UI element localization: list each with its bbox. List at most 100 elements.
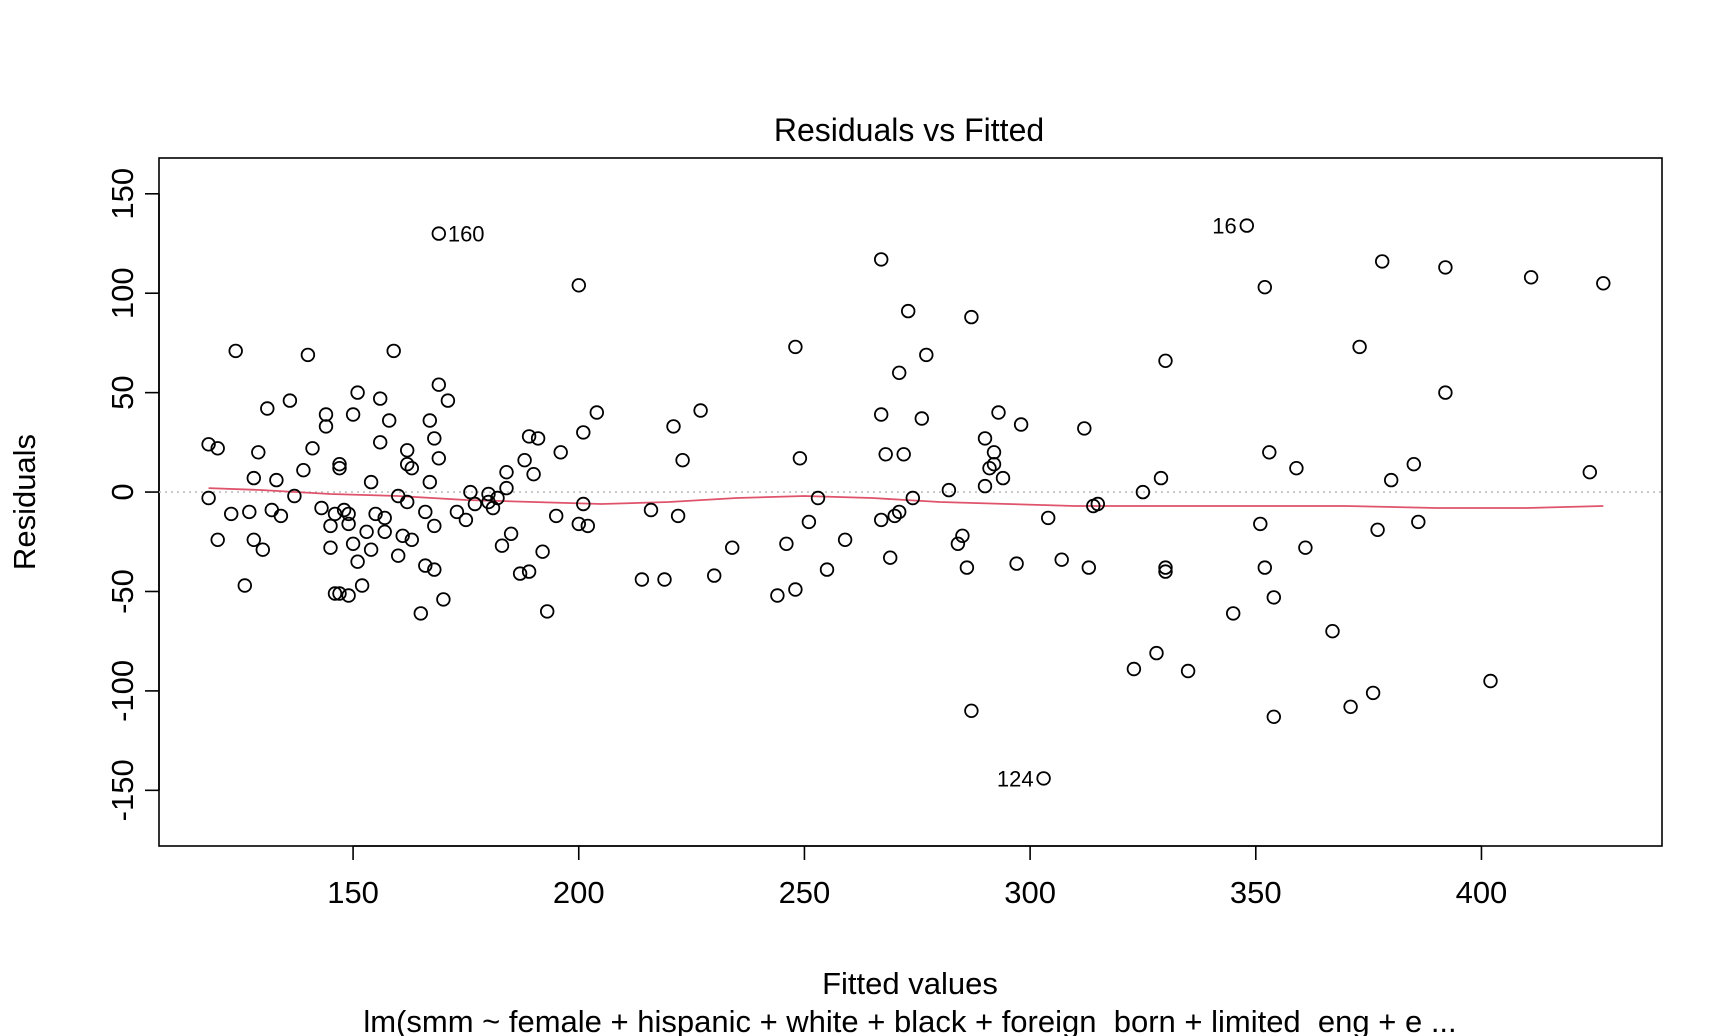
data-point xyxy=(273,508,289,524)
data-point xyxy=(400,457,415,472)
data-point xyxy=(1438,385,1453,400)
data-point xyxy=(1149,645,1164,661)
data-point xyxy=(1054,552,1069,567)
data-point xyxy=(255,542,271,557)
data-point xyxy=(300,347,316,363)
data-point xyxy=(332,586,347,601)
data-point xyxy=(1090,496,1106,512)
data-point xyxy=(874,407,889,422)
data-point xyxy=(318,407,334,422)
data-point xyxy=(242,504,257,520)
data-point xyxy=(670,508,686,524)
data-point xyxy=(1135,484,1151,500)
data-point xyxy=(1411,514,1426,530)
data-point xyxy=(431,451,447,466)
data-point xyxy=(1153,470,1169,486)
data-point xyxy=(1582,465,1598,480)
data-point xyxy=(1365,685,1381,701)
data-point xyxy=(314,500,329,516)
data-point xyxy=(887,508,902,524)
outlier-point xyxy=(431,226,447,241)
data-point xyxy=(1523,270,1539,285)
data-point xyxy=(382,413,397,428)
data-point xyxy=(386,343,401,359)
data-point xyxy=(1013,417,1029,432)
data-point xyxy=(919,347,934,363)
data-point xyxy=(941,482,957,498)
data-point xyxy=(350,385,365,400)
data-point xyxy=(368,506,383,522)
data-point xyxy=(490,490,505,506)
data-point xyxy=(589,405,605,420)
data-point xyxy=(400,443,415,458)
data-point xyxy=(1298,540,1313,555)
data-point xyxy=(350,554,365,569)
x-tick-label: 400 xyxy=(1456,875,1508,910)
data-point xyxy=(1325,624,1340,639)
data-point xyxy=(318,419,334,434)
data-point xyxy=(666,419,681,434)
data-point xyxy=(345,536,361,552)
data-point xyxy=(874,512,889,528)
data-point xyxy=(391,548,406,563)
data-point xyxy=(788,582,803,597)
data-point xyxy=(1596,276,1611,291)
y-tick-label: -50 xyxy=(105,569,140,614)
data-point xyxy=(580,518,596,534)
data-point xyxy=(404,461,420,476)
data-point xyxy=(540,604,555,619)
data-point xyxy=(427,518,442,534)
data-point xyxy=(201,490,216,506)
data-point xyxy=(499,480,514,496)
data-point xyxy=(413,606,429,621)
data-point xyxy=(801,514,817,530)
data-point xyxy=(305,441,320,456)
data-points xyxy=(201,218,1611,786)
outlier-label: 124 xyxy=(997,766,1034,791)
data-point xyxy=(427,431,442,446)
data-point xyxy=(905,490,921,506)
data-point xyxy=(1406,457,1422,472)
data-point xyxy=(1009,556,1024,571)
data-point xyxy=(1158,353,1173,369)
data-point xyxy=(792,451,808,466)
data-point xyxy=(1352,339,1367,355)
data-point xyxy=(449,504,465,520)
data-point xyxy=(323,540,338,555)
data-point xyxy=(837,532,853,548)
data-point xyxy=(986,445,1002,460)
data-point xyxy=(982,461,997,476)
data-point xyxy=(1262,445,1277,460)
data-point xyxy=(418,558,433,573)
data-point xyxy=(819,562,835,577)
x-axis-label: Fitted values xyxy=(822,966,998,1001)
data-point xyxy=(201,437,216,452)
data-point xyxy=(1077,421,1092,436)
data-point xyxy=(373,435,388,450)
data-point xyxy=(395,528,410,544)
data-point xyxy=(693,403,708,418)
data-point xyxy=(521,564,537,579)
y-tick-label: -150 xyxy=(105,759,140,821)
data-point xyxy=(422,413,438,428)
data-point xyxy=(210,532,225,548)
data-point xyxy=(440,393,456,408)
outlier-label: 16 xyxy=(1212,214,1236,239)
plot-frame xyxy=(158,157,1663,847)
data-point xyxy=(1180,663,1196,679)
data-point xyxy=(427,562,442,577)
data-point xyxy=(332,457,347,472)
data-point xyxy=(530,431,546,446)
data-point xyxy=(1257,280,1273,295)
data-point xyxy=(323,518,338,534)
data-point xyxy=(467,496,483,512)
data-point xyxy=(494,538,510,553)
data-point xyxy=(576,496,591,512)
data-point xyxy=(1158,564,1173,579)
data-point xyxy=(287,488,302,504)
data-point xyxy=(675,453,690,468)
x-tick-label: 150 xyxy=(327,875,379,910)
data-point xyxy=(1438,260,1453,275)
data-point xyxy=(892,504,907,520)
y-tick-label: 150 xyxy=(105,168,140,220)
